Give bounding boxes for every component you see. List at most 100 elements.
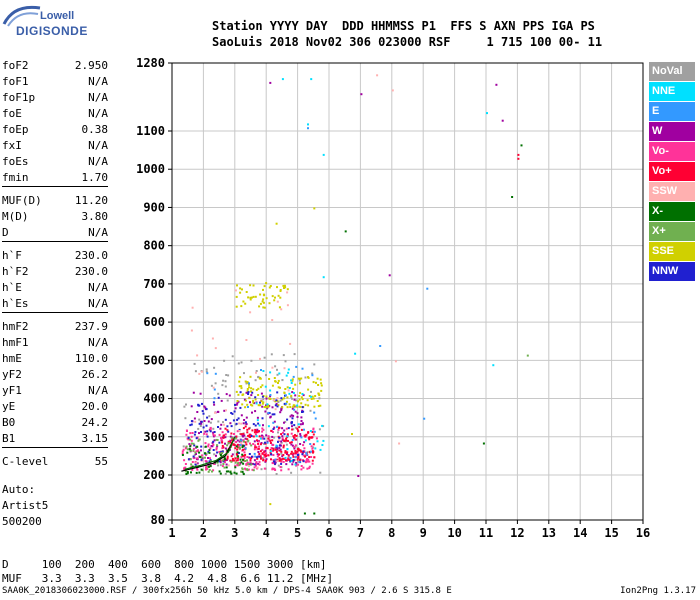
- echo-point: [252, 295, 255, 298]
- echo-point: [263, 356, 266, 359]
- echo-point: [234, 466, 237, 469]
- echo-point: [276, 459, 279, 462]
- echo-point: [291, 391, 294, 394]
- artist-code: 500200: [2, 515, 42, 528]
- echo-point: [287, 427, 290, 430]
- echo-point: [286, 386, 289, 389]
- echo-point: [193, 433, 196, 436]
- echo-point: [258, 453, 261, 455]
- echo-point: [271, 462, 274, 465]
- echo-point: [212, 427, 215, 430]
- echo-point: [246, 403, 249, 406]
- echo-point: [277, 401, 280, 404]
- echo-point: [313, 456, 316, 459]
- header-values: SaoLuis 2018 Nov02 306 023000 RSF 1 715 …: [212, 35, 603, 49]
- echo-point: [237, 462, 239, 465]
- param-value: N/A: [88, 139, 108, 152]
- echo-point: [244, 302, 247, 305]
- echo-point: [269, 450, 272, 453]
- echo-point: [217, 410, 220, 413]
- echo-point: [320, 389, 323, 392]
- echo-point: [214, 411, 216, 414]
- echo-point: [269, 398, 272, 400]
- echo-point: [286, 406, 289, 409]
- echo-point: [274, 461, 277, 464]
- echo-point: [275, 402, 278, 405]
- echo-point: [242, 448, 245, 451]
- echo-point: [283, 429, 286, 432]
- echo-point: [224, 447, 227, 450]
- echo-point: [252, 388, 255, 391]
- echo-point: [265, 447, 267, 450]
- echo-point: [284, 456, 287, 459]
- echo-point: [423, 417, 426, 420]
- echo-point: [266, 447, 269, 450]
- echo-point: [244, 447, 247, 450]
- echo-point: [278, 444, 281, 447]
- echo-point: [235, 472, 238, 475]
- y-tick-label: 1280: [136, 56, 165, 70]
- echo-point: [198, 404, 201, 407]
- echo-point: [252, 443, 255, 445]
- echo-point: [287, 468, 290, 471]
- echo-point: [214, 372, 217, 375]
- param-name: B0: [2, 416, 16, 429]
- echo-point: [269, 395, 272, 398]
- echo-point: [187, 438, 190, 441]
- param-value: 11.20: [74, 194, 108, 207]
- echo-point: [302, 444, 305, 447]
- x-tick-label: 9: [420, 526, 427, 540]
- echo-point: [269, 440, 272, 442]
- echo-point: [257, 442, 260, 445]
- echo-point: [212, 440, 215, 443]
- echo-point: [200, 422, 203, 425]
- echo-point: [287, 389, 290, 392]
- param-value: N/A: [88, 107, 108, 120]
- param-value: 55: [94, 455, 108, 468]
- x-tick-label: 15: [604, 526, 618, 540]
- echo-point: [284, 360, 287, 363]
- echo-point: [294, 444, 297, 447]
- muf-table: D 100 200 400 600 800 1000 1500 3000 [km…: [2, 558, 333, 586]
- echo-point: [244, 441, 247, 444]
- echo-point: [305, 453, 308, 456]
- echo-point: [265, 397, 268, 400]
- echo-point: [229, 441, 232, 444]
- param-value: N/A: [88, 155, 108, 168]
- echo-point: [296, 412, 299, 415]
- file-info-line: SAA0K_2018306023000.RSF / 300fx256h 50 k…: [2, 586, 452, 596]
- echo-point: [294, 463, 297, 466]
- param-row: MUF(D) 11.20: [2, 193, 108, 209]
- echo-point: [206, 430, 209, 433]
- param-value: 20.0: [81, 400, 109, 413]
- echo-point: [517, 153, 520, 156]
- echo-point: [303, 434, 306, 437]
- echo-point: [223, 434, 226, 437]
- echo-point: [311, 459, 314, 462]
- echo-point: [230, 460, 233, 463]
- echo-point: [272, 421, 275, 424]
- echo-point: [284, 451, 287, 454]
- echo-point: [293, 353, 296, 356]
- echo-point: [271, 435, 274, 438]
- echo-point: [277, 386, 280, 389]
- echo-point: [314, 417, 317, 420]
- echo-point: [248, 453, 251, 455]
- echo-point: [185, 445, 188, 448]
- echo-point: [287, 368, 290, 371]
- echo-point: [182, 445, 185, 448]
- echo-point: [189, 438, 192, 441]
- echo-point: [279, 448, 282, 451]
- echo-point: [252, 462, 254, 465]
- echo-point: [280, 462, 283, 465]
- echo-point: [286, 451, 289, 454]
- echo-point: [318, 428, 321, 431]
- echo-point: [293, 447, 296, 450]
- echo-point: [318, 397, 321, 400]
- echo-point: [246, 431, 249, 434]
- echo-point: [218, 441, 221, 444]
- echo-point: [258, 430, 260, 433]
- echo-point: [295, 365, 298, 368]
- echo-point: [246, 469, 249, 472]
- param-separator: [2, 447, 108, 448]
